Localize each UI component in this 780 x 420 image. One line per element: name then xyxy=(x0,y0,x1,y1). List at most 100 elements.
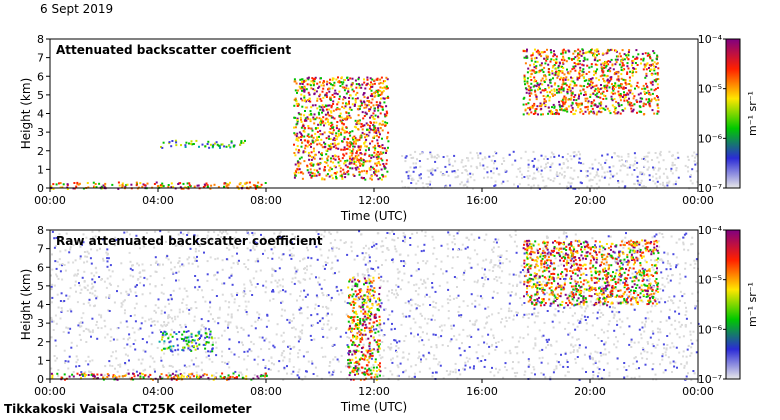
data-cell xyxy=(555,62,557,65)
data-cell xyxy=(394,339,397,342)
data-cell xyxy=(462,184,465,187)
data-cell xyxy=(613,88,615,90)
data-cell xyxy=(494,238,497,241)
data-cell xyxy=(658,175,661,178)
data-cell xyxy=(402,371,405,374)
data-cell xyxy=(694,156,696,159)
data-cell xyxy=(308,243,311,246)
data-cell xyxy=(249,279,252,282)
data-cell xyxy=(100,185,103,188)
data-cell xyxy=(550,58,553,61)
data-cell xyxy=(162,263,164,266)
data-cell xyxy=(102,259,105,262)
data-cell xyxy=(119,365,122,368)
y-tick-label: 7 xyxy=(37,52,44,65)
data-cell xyxy=(551,70,554,72)
data-cell xyxy=(317,281,320,284)
data-cell xyxy=(558,172,561,175)
data-cell xyxy=(639,172,642,175)
data-cell xyxy=(653,69,656,72)
data-cell xyxy=(264,291,267,294)
data-cell xyxy=(82,330,85,333)
data-cell xyxy=(456,256,459,258)
data-cell xyxy=(540,165,543,168)
data-cell xyxy=(546,58,549,60)
data-cell xyxy=(338,247,341,250)
data-cell xyxy=(113,244,116,247)
data-cell xyxy=(333,81,336,84)
data-cell xyxy=(610,91,613,94)
data-cell xyxy=(418,287,421,290)
data-cell xyxy=(188,365,191,368)
data-cell xyxy=(65,232,68,235)
data-cell xyxy=(500,182,503,185)
data-cell xyxy=(51,301,53,304)
data-cell xyxy=(239,143,242,146)
data-cell xyxy=(629,91,632,94)
data-cell xyxy=(493,374,496,377)
data-cell xyxy=(572,108,574,111)
data-cell xyxy=(78,282,80,284)
data-cell xyxy=(355,156,358,158)
data-cell xyxy=(475,351,478,354)
data-cell xyxy=(548,99,551,102)
data-cell xyxy=(561,173,563,176)
data-cell xyxy=(652,65,655,68)
data-cell xyxy=(303,135,306,138)
data-cell xyxy=(617,111,620,114)
data-cell xyxy=(621,320,624,323)
data-cell xyxy=(412,170,415,173)
panel-1: Attenuated backscatter coefficient012345… xyxy=(19,33,759,223)
data-cell xyxy=(461,172,464,174)
data-cell xyxy=(300,113,303,116)
data-cell xyxy=(598,360,601,363)
data-cell xyxy=(385,110,388,113)
data-cell xyxy=(151,357,154,360)
data-cell xyxy=(513,183,516,186)
data-cell xyxy=(50,288,53,291)
data-cell xyxy=(339,167,342,170)
data-cell xyxy=(230,351,233,354)
data-cell xyxy=(625,54,627,57)
data-cell xyxy=(358,119,361,122)
data-cell xyxy=(382,280,385,283)
data-cell xyxy=(579,69,582,72)
data-cell xyxy=(541,103,544,106)
data-cell xyxy=(315,90,318,93)
data-cell xyxy=(605,259,608,261)
data-cell xyxy=(655,233,658,236)
data-cell xyxy=(363,100,365,103)
data-cell xyxy=(377,169,380,172)
data-cell xyxy=(577,63,580,66)
data-cell xyxy=(254,184,257,187)
data-cell xyxy=(384,121,387,124)
data-cell xyxy=(125,184,128,187)
data-cell xyxy=(568,57,571,60)
data-cell xyxy=(57,277,60,280)
data-cell xyxy=(249,290,252,292)
data-cell xyxy=(659,321,662,323)
data-cell xyxy=(396,292,398,295)
data-cell xyxy=(133,331,136,334)
data-cell xyxy=(450,338,453,341)
data-cell xyxy=(409,327,412,330)
data-cell xyxy=(73,182,76,184)
data-cell xyxy=(540,169,543,172)
data-cell xyxy=(271,239,274,242)
data-cell xyxy=(322,109,325,112)
data-cell xyxy=(615,172,618,175)
data-cell xyxy=(315,245,318,248)
data-cell xyxy=(604,108,607,111)
data-cell xyxy=(546,158,549,160)
data-cell xyxy=(486,176,489,179)
data-cell xyxy=(53,284,56,287)
data-cell xyxy=(559,105,562,108)
data-cell xyxy=(97,326,100,329)
data-cell xyxy=(171,353,174,356)
data-cell xyxy=(316,375,319,377)
data-cell xyxy=(381,129,384,132)
data-cell xyxy=(214,258,217,261)
data-cell xyxy=(215,141,218,144)
data-cell xyxy=(579,153,581,156)
data-cell xyxy=(514,375,517,378)
